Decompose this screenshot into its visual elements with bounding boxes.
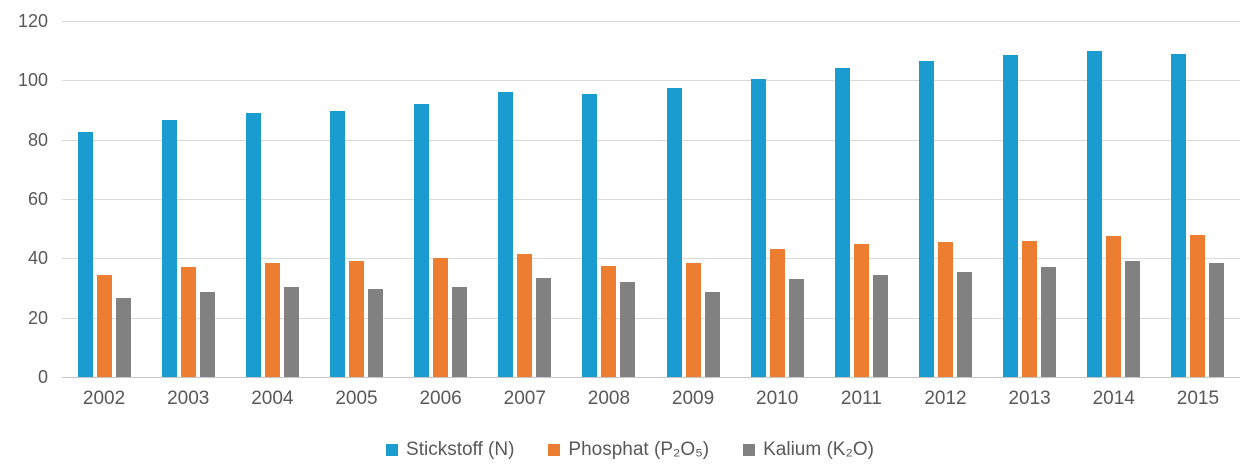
bar-stickstoff-2010 bbox=[750, 78, 766, 377]
bar-kalium-2015 bbox=[1209, 262, 1225, 377]
x-tick-label-2015: 2015 bbox=[1176, 388, 1220, 409]
bar-kalium-2014 bbox=[1125, 261, 1141, 377]
bar-kalium-2009 bbox=[704, 292, 720, 377]
bar-stickstoff-2002 bbox=[77, 132, 93, 377]
bar-phosphat-2007 bbox=[517, 253, 533, 377]
x-tick-label-2011: 2011 bbox=[840, 388, 882, 409]
bar-group-2015 bbox=[1156, 21, 1240, 377]
bar-group-2003 bbox=[146, 21, 230, 377]
bar-group-2009 bbox=[651, 21, 735, 377]
bar-stickstoff-2003 bbox=[161, 120, 177, 377]
bar-stickstoff-2008 bbox=[582, 93, 598, 377]
bar-stickstoff-2004 bbox=[245, 112, 261, 377]
bar-stickstoff-2013 bbox=[1003, 55, 1019, 377]
bar-group-2007 bbox=[483, 21, 567, 377]
bar-phosphat-2015 bbox=[1190, 234, 1206, 377]
bar-phosphat-2002 bbox=[96, 274, 112, 377]
bar-kalium-2008 bbox=[620, 282, 636, 377]
gridline bbox=[62, 317, 1240, 319]
bar-stickstoff-2014 bbox=[1087, 50, 1103, 377]
bar-phosphat-2006 bbox=[433, 258, 449, 377]
y-tick-label: 80 bbox=[27, 129, 48, 150]
gridline bbox=[62, 199, 1240, 200]
bar-kalium-2007 bbox=[536, 277, 552, 377]
y-tick-label: 100 bbox=[17, 70, 48, 91]
y-axis: 120 100 80 60 40 20 0 bbox=[0, 12, 48, 386]
bar-group-2012 bbox=[903, 21, 987, 377]
bar-phosphat-2003 bbox=[180, 267, 196, 377]
bar-kalium-2002 bbox=[115, 298, 131, 377]
x-axis-baseline bbox=[62, 377, 1240, 378]
legend-swatch-kalium bbox=[743, 443, 756, 456]
bar-phosphat-2013 bbox=[1022, 240, 1038, 377]
bar-groups bbox=[62, 21, 1240, 377]
x-tick-label-2010: 2010 bbox=[756, 388, 799, 409]
bar-phosphat-2010 bbox=[769, 249, 785, 377]
x-tick-label-2006: 2006 bbox=[419, 388, 462, 409]
y-tick-label: 0 bbox=[37, 367, 48, 387]
bar-stickstoff-2007 bbox=[498, 92, 514, 377]
bar-phosphat-2014 bbox=[1106, 236, 1122, 377]
legend-label-phosphat: Phosphat (P₂O₅) bbox=[568, 439, 710, 460]
bar-phosphat-2008 bbox=[601, 265, 617, 377]
x-tick-label-2007: 2007 bbox=[503, 388, 546, 409]
bar-phosphat-2011 bbox=[853, 243, 869, 377]
x-tick-label-2005: 2005 bbox=[335, 388, 378, 409]
x-tick-label-2008: 2008 bbox=[587, 388, 631, 409]
gridline bbox=[62, 80, 1240, 82]
legend-swatch-phosphat bbox=[548, 443, 561, 456]
legend-item-phosphat: Phosphat (P₂O₅) bbox=[548, 440, 709, 459]
gridline bbox=[62, 139, 1240, 141]
plot-area bbox=[62, 21, 1240, 378]
bar-phosphat-2005 bbox=[348, 261, 364, 377]
bar-phosphat-2009 bbox=[685, 262, 701, 377]
legend-label-kalium: Kalium (K₂O) bbox=[763, 439, 874, 460]
bar-stickstoff-2012 bbox=[918, 61, 934, 377]
bar-stickstoff-2006 bbox=[414, 104, 430, 377]
bar-kalium-2011 bbox=[872, 274, 888, 377]
bar-kalium-2006 bbox=[452, 286, 468, 377]
bar-group-2014 bbox=[1072, 21, 1156, 377]
chart-legend: Stickstoff (N) Phosphat (P₂O₅) Kalium (K₂O… bbox=[0, 440, 1260, 459]
bar-kalium-2004 bbox=[283, 286, 299, 377]
x-tick-label-2004: 2004 bbox=[251, 388, 294, 409]
x-tick-label-2012: 2012 bbox=[924, 388, 967, 409]
x-tick-label-2003: 2003 bbox=[167, 388, 210, 409]
bar-kalium-2005 bbox=[367, 289, 383, 377]
bar-group-2004 bbox=[230, 21, 314, 377]
y-tick-label: 20 bbox=[27, 307, 48, 328]
bar-group-2005 bbox=[314, 21, 398, 377]
x-tick-label-2014: 2014 bbox=[1092, 388, 1135, 409]
bar-phosphat-2012 bbox=[937, 242, 953, 377]
x-tick-label-2013: 2013 bbox=[1008, 388, 1051, 409]
bar-stickstoff-2011 bbox=[834, 68, 850, 377]
bar-stickstoff-2015 bbox=[1171, 53, 1187, 377]
gridline bbox=[62, 258, 1240, 260]
bar-kalium-2012 bbox=[956, 271, 972, 377]
bar-stickstoff-2005 bbox=[329, 111, 345, 377]
x-axis: 2002 2003 2004 2005 2006 2007 2008 2009 2010 2011… bbox=[62, 389, 1240, 408]
bar-kalium-2013 bbox=[1041, 267, 1057, 377]
bar-phosphat-2004 bbox=[264, 262, 280, 377]
bar-group-2013 bbox=[988, 21, 1072, 377]
x-tick-label-2002: 2002 bbox=[82, 388, 126, 409]
x-tick-label-2009: 2009 bbox=[671, 388, 715, 409]
legend-item-kalium: Kalium (K₂O) bbox=[743, 440, 874, 459]
y-tick-label: 40 bbox=[27, 248, 48, 269]
bar-stickstoff-2009 bbox=[666, 87, 682, 377]
y-tick-label: 120 bbox=[17, 11, 48, 31]
legend-item-stickstoff: Stickstoff (N) bbox=[386, 440, 514, 459]
bar-group-2002 bbox=[62, 21, 146, 377]
bar-group-2008 bbox=[567, 21, 651, 377]
legend-label-stickstoff: Stickstoff (N) bbox=[406, 439, 515, 460]
bar-group-2011 bbox=[819, 21, 903, 377]
bar-group-2010 bbox=[735, 21, 819, 377]
gridline bbox=[62, 21, 1240, 22]
y-tick-label: 60 bbox=[27, 189, 48, 209]
bar-kalium-2010 bbox=[788, 279, 804, 377]
bar-kalium-2003 bbox=[199, 292, 215, 377]
legend-swatch-stickstoff bbox=[386, 443, 399, 456]
bar-group-2006 bbox=[399, 21, 483, 377]
